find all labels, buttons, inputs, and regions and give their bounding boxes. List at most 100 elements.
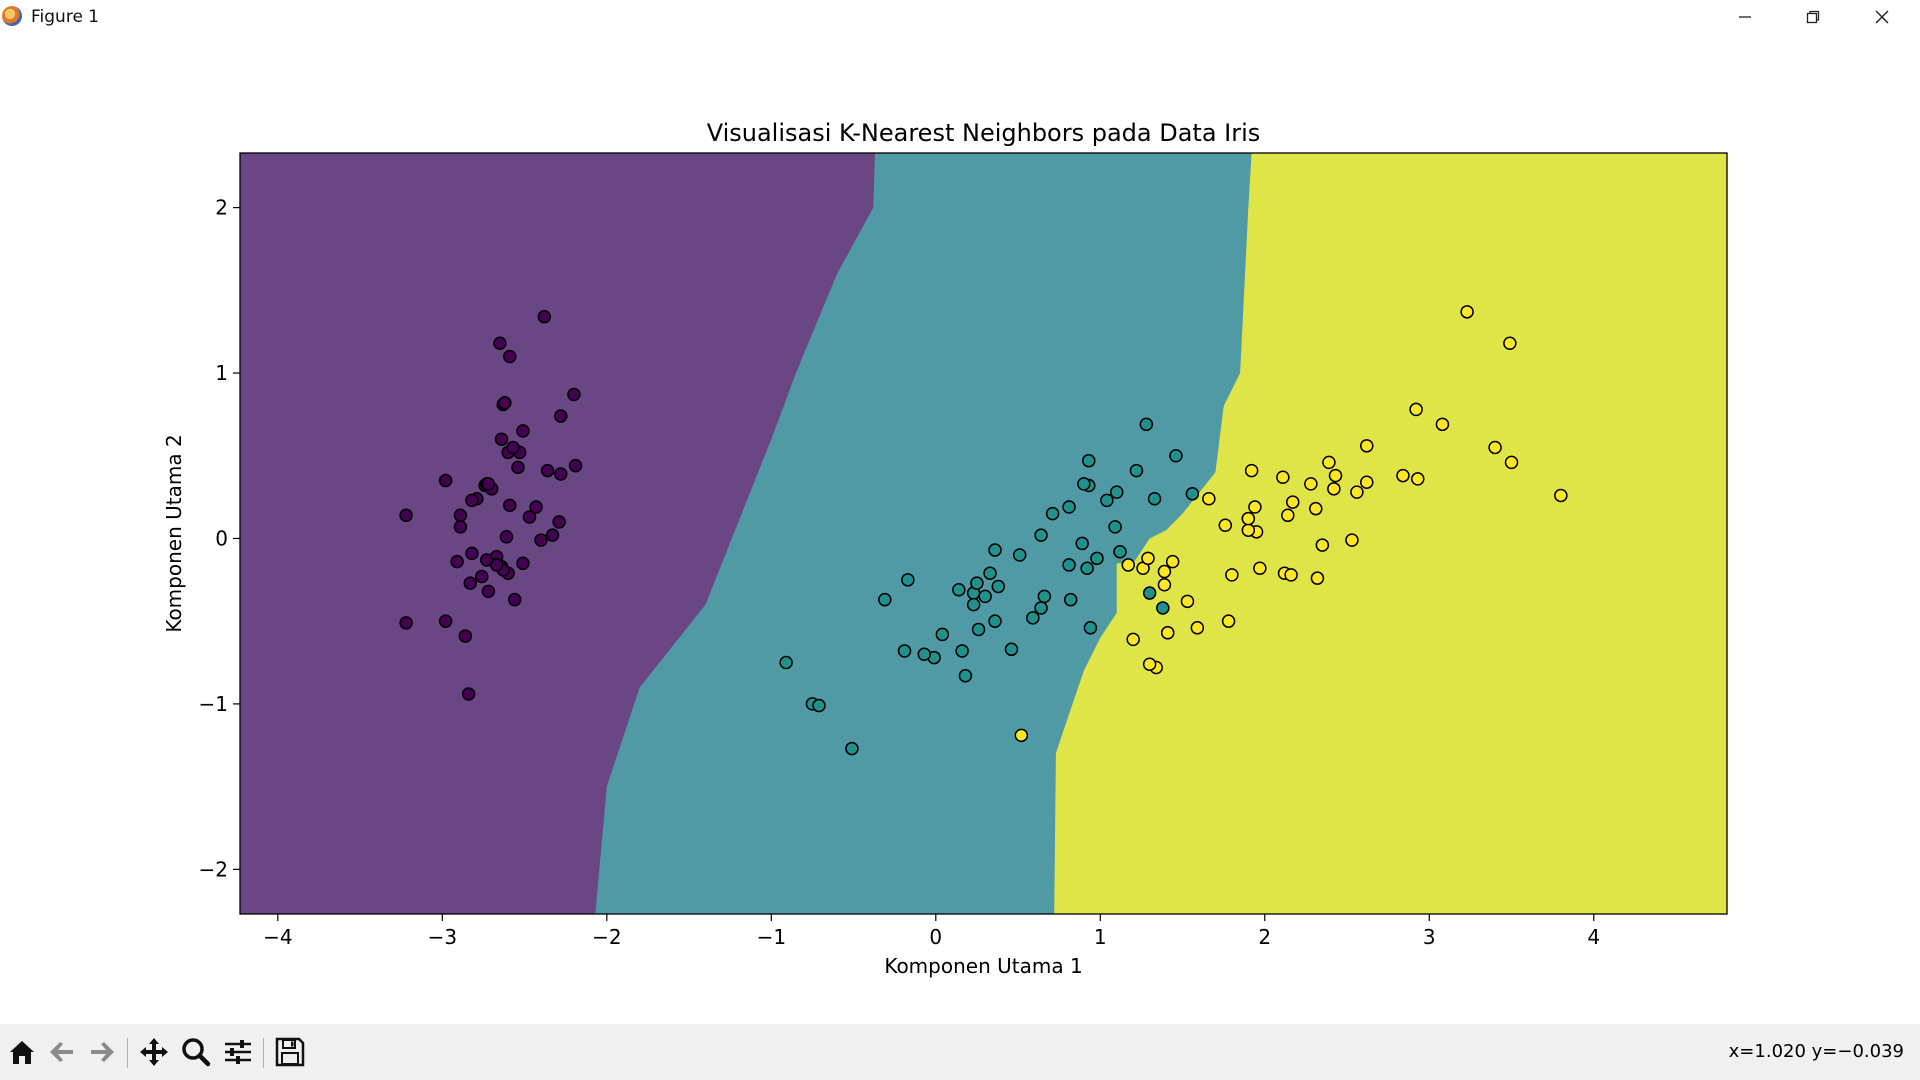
data-point-class-0	[516, 556, 530, 571]
data-point-class-2	[1225, 568, 1239, 582]
zoom-button[interactable]	[178, 1034, 214, 1070]
data-point-class-2	[1014, 728, 1029, 743]
data-point-class-0	[458, 629, 473, 643]
data-point-class-1	[779, 655, 793, 670]
close-icon	[1875, 10, 1889, 24]
data-point-class-0	[399, 616, 413, 630]
zoom-magnifier-icon	[182, 1038, 211, 1067]
data-point-class-1	[1113, 544, 1127, 559]
y-tick-label: 0	[215, 526, 228, 550]
data-point-class-0	[534, 533, 548, 547]
configure-subplots-button[interactable]	[220, 1034, 256, 1070]
save-button[interactable]	[272, 1034, 308, 1070]
window-title: Figure 1	[31, 7, 100, 27]
data-point-class-2	[1190, 621, 1205, 635]
data-point-class-0	[465, 546, 479, 561]
data-point-class-2	[1396, 468, 1410, 483]
data-point-class-2	[1327, 482, 1341, 496]
data-point-class-1	[901, 573, 915, 587]
data-point-class-1	[1063, 592, 1078, 607]
data-point-class-0	[453, 508, 468, 523]
data-point-class-1	[978, 589, 992, 604]
data-point-class-0	[493, 336, 507, 350]
pan-button[interactable]	[136, 1034, 172, 1070]
data-point-class-1	[1062, 500, 1076, 514]
data-point-class-2	[1248, 500, 1262, 514]
y-tick-label: −1	[199, 692, 228, 716]
data-point-class-1	[1080, 561, 1094, 575]
data-point-class-1	[935, 627, 950, 642]
forward-arrow-icon	[91, 1042, 114, 1062]
data-point-class-2	[1360, 439, 1374, 453]
data-point-class-1	[897, 644, 912, 658]
data-point-class-1	[845, 741, 859, 756]
data-point-class-2	[1285, 495, 1300, 509]
data-point-class-0	[552, 515, 566, 529]
data-point-class-2	[1157, 564, 1172, 579]
data-point-class-2	[1322, 455, 1336, 470]
data-point-class-2	[1165, 554, 1180, 569]
data-point-class-2	[1244, 463, 1259, 478]
data-point-class-2	[1221, 614, 1236, 628]
data-point-class-1	[1077, 477, 1091, 491]
data-point-class-1	[878, 592, 892, 607]
data-point-class-2	[1460, 305, 1474, 319]
forward-button[interactable]	[84, 1034, 120, 1070]
y-axis-label: Komponen Utama 2	[162, 434, 186, 632]
x-tick-label: 2	[1258, 925, 1271, 949]
minimize-button[interactable]	[1715, 0, 1775, 34]
data-point-class-2	[1504, 455, 1519, 470]
back-button[interactable]	[44, 1034, 80, 1070]
data-point-class-1	[1142, 586, 1157, 600]
data-point-class-0	[529, 500, 543, 514]
data-point-class-1	[1045, 506, 1060, 521]
y-tick-label: −2	[199, 857, 228, 881]
home-button[interactable]	[4, 1034, 40, 1070]
x-tick-label: −1	[757, 925, 786, 949]
data-point-class-0	[494, 432, 509, 446]
x-tick-label: 3	[1423, 925, 1436, 949]
data-point-class-1	[1034, 528, 1048, 542]
data-point-class-1	[966, 597, 981, 612]
data-point-class-0	[522, 510, 537, 524]
data-point-class-2	[1435, 417, 1450, 432]
restore-button[interactable]	[1783, 0, 1843, 34]
back-arrow-icon	[50, 1042, 73, 1062]
data-point-class-0	[567, 387, 581, 402]
data-point-class-0	[554, 467, 568, 481]
data-point-class-2	[1160, 626, 1175, 640]
data-point-class-1	[983, 566, 997, 580]
data-point-class-1	[958, 669, 973, 683]
data-point-class-0	[463, 576, 478, 590]
pan-move-icon	[140, 1038, 168, 1066]
data-point-class-2	[1142, 657, 1157, 671]
data-point-class-2	[1157, 578, 1172, 592]
data-point-class-0	[545, 528, 560, 542]
data-point-class-2	[1310, 571, 1325, 585]
data-point-class-2	[1202, 492, 1216, 506]
data-point-class-0	[554, 409, 568, 423]
data-point-class-1	[1034, 601, 1048, 615]
data-point-class-1	[988, 614, 1002, 628]
figure-canvas[interactable]: −4 −3 −2 −1 0 1 2 3 4 −2 −1 0 1 2 Visualisasi K-Neares…	[0, 34, 1920, 1024]
data-point-class-1	[1169, 448, 1183, 463]
navigation-toolbar: x=1.020 y=−0.039	[0, 1024, 1920, 1080]
data-point-class-2	[1141, 551, 1155, 566]
data-point-class-1	[988, 543, 1002, 557]
y-tick-label: 1	[215, 361, 228, 385]
x-tick-label: 4	[1587, 925, 1600, 949]
data-point-class-1	[1109, 485, 1124, 499]
close-button[interactable]	[1852, 0, 1912, 34]
window-titlebar: Figure 1	[0, 0, 1920, 34]
data-point-class-1	[1139, 417, 1154, 432]
data-point-class-0	[537, 310, 552, 324]
chart-title: Visualisasi K-Nearest Neighbors pada Dat…	[707, 119, 1261, 147]
home-icon	[10, 1041, 34, 1064]
y-tick-label: 2	[215, 196, 228, 220]
data-point-class-1	[1129, 463, 1144, 478]
data-point-class-1	[1026, 611, 1040, 625]
data-point-class-0	[568, 458, 583, 473]
data-point-class-0	[438, 614, 453, 628]
data-point-class-0	[465, 493, 479, 508]
data-point-class-2	[1241, 511, 1256, 526]
